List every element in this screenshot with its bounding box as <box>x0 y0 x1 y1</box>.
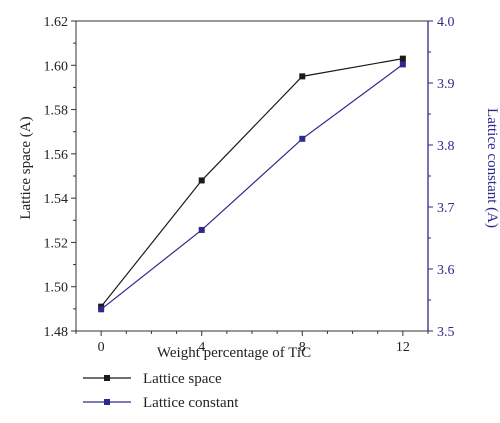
legend-lattice-space-marker <box>104 375 110 381</box>
y-tick-label: 1.52 <box>44 236 69 251</box>
y-tick-label: 1.48 <box>44 325 69 340</box>
axes-group: 0 4 8 12 1.48 1.50 1.52 1.54 1.56 1.58 1.60 1.62 3.5… <box>44 15 455 355</box>
lattice-space-line <box>100 58 403 308</box>
lattice-constant-point <box>399 61 406 68</box>
y-axis-title: Lattice space (A) <box>18 116 34 219</box>
legend-lattice-constant-marker <box>104 399 110 405</box>
y-tick-label: 1.54 <box>44 192 69 207</box>
y2-tick-label: 3.9 <box>437 77 455 92</box>
legend-lattice-constant-label: Lattice constant <box>143 395 239 411</box>
legend-lattice-space-label: Lattice space <box>143 371 222 387</box>
lattice-space-point <box>198 177 205 184</box>
y-tick-label: 1.60 <box>44 59 69 74</box>
x-tick-label: 0 <box>98 340 105 355</box>
y-tick-label: 1.62 <box>44 15 69 30</box>
y2-tick-label: 3.6 <box>437 263 455 278</box>
x-tick-label: 12 <box>396 340 410 355</box>
y2-tick-label: 4.0 <box>437 15 455 30</box>
lattice-space-point <box>299 73 306 80</box>
y2-tick-label: 3.5 <box>437 325 455 340</box>
y-tick-label: 1.58 <box>44 104 69 119</box>
lattice-constant-point <box>98 306 105 313</box>
x-axis-title: Weight percentage of TiC <box>157 345 311 361</box>
lattice-constant-point <box>299 135 306 142</box>
marks-group <box>98 55 406 313</box>
legend: Lattice space Lattice constant <box>83 371 239 411</box>
lattice-constant-line <box>100 63 404 310</box>
y2-tick-label: 3.7 <box>437 201 455 216</box>
y2-axis-title: Lattice constant (A) <box>484 108 500 228</box>
lattice-constant-point <box>198 226 205 233</box>
lattice-space-point <box>399 55 406 62</box>
x-tick-label: 4 <box>198 340 205 355</box>
x-tick-label: 8 <box>299 340 306 355</box>
y-tick-label: 1.50 <box>44 281 69 296</box>
y-tick-label: 1.56 <box>44 148 69 163</box>
y2-tick-label: 3.8 <box>437 139 455 154</box>
